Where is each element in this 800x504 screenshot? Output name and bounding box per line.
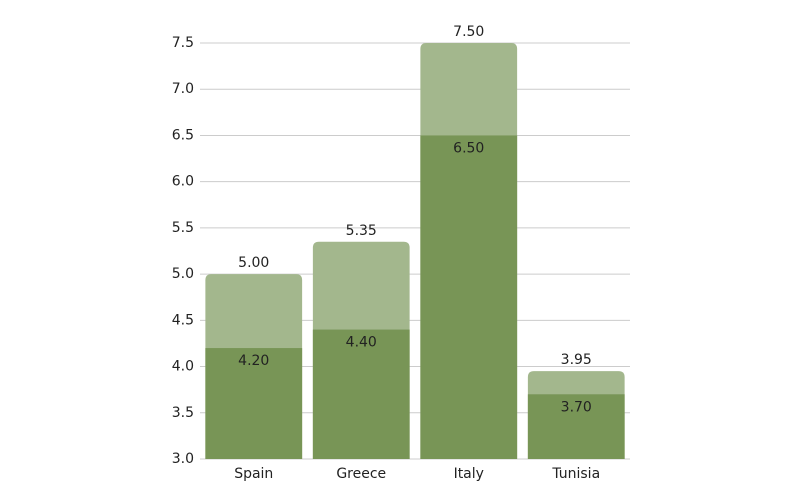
y-tick-label: 4.5	[172, 312, 194, 328]
y-tick-label: 4.0	[172, 359, 194, 375]
y-tick-label: 5.5	[172, 220, 194, 236]
value-label: 7.50	[453, 24, 484, 40]
value-label: 4.20	[238, 353, 269, 369]
bar	[420, 135, 518, 459]
y-tick-label: 7.5	[172, 35, 194, 51]
value-label: 3.70	[561, 399, 592, 415]
x-tick-label: Greece	[336, 466, 386, 482]
value-label: 4.40	[346, 335, 377, 351]
value-label: 5.35	[346, 223, 377, 239]
x-tick-label: Spain	[234, 466, 273, 482]
x-tick-label: Italy	[454, 466, 484, 482]
value-label: 3.95	[561, 352, 592, 368]
bar	[312, 329, 410, 459]
y-tick-label: 7.0	[172, 81, 194, 97]
x-tick-label: Tunisia	[551, 466, 600, 482]
y-tick-label: 6.0	[172, 174, 194, 190]
bar	[527, 394, 625, 459]
value-label: 6.50	[453, 140, 484, 156]
value-label: 5.00	[238, 255, 269, 271]
y-tick-label: 6.5	[172, 127, 194, 143]
bar	[205, 348, 303, 459]
y-tick-label: 3.0	[172, 451, 194, 467]
y-tick-label: 5.0	[172, 266, 194, 282]
y-tick-label: 3.5	[172, 405, 194, 421]
